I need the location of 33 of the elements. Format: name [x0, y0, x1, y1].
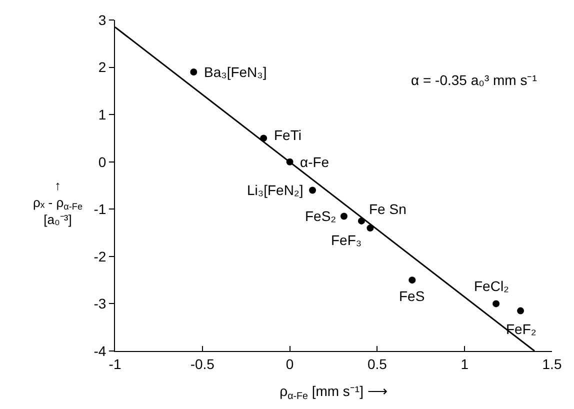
annotation: FeTi [274, 127, 302, 143]
y-tick-label: 1 [98, 106, 106, 122]
y-tick-label: -4 [94, 342, 106, 359]
y-axis-title: ↑ ρₓ - ρ$_{α-Fe}$ [a₀⁻³] [33, 178, 83, 227]
annotation: FeCl₂ [474, 278, 509, 294]
point [340, 212, 348, 220]
y-tick-label: -1 [94, 201, 106, 218]
x-tick-label: -0.5 [190, 356, 215, 372]
annotation: Li₃[FeN₂] [247, 182, 304, 198]
annotation: Ba₃[FeN₃] [204, 64, 267, 80]
point [492, 300, 500, 308]
point [517, 307, 524, 314]
annotation: α-Fe [300, 154, 330, 170]
x-tick-label: 1 [460, 356, 469, 372]
point [408, 276, 416, 284]
annotation: FeS [399, 288, 425, 304]
x-tick-label: 0.5 [367, 356, 388, 372]
annotation: FeS₂ [305, 208, 336, 224]
y-tick-label: 3 [98, 12, 106, 28]
annotation: FeF₂ [506, 321, 536, 337]
annotation: FeF₃ [331, 232, 362, 248]
point [309, 186, 316, 194]
x-axis-title: ρ$_{α-Fe}$ [mm s⁻¹] ⟶ [280, 383, 388, 402]
y-tick-label: 0 [98, 154, 106, 170]
x-tick-label: -1 [108, 356, 122, 372]
x-tick-label: 0 [286, 356, 294, 372]
annotation: Fe Sn [369, 201, 406, 217]
point [190, 68, 198, 76]
x-tick-label: 1.5 [542, 356, 562, 372]
y-tick-label: -2 [94, 248, 106, 264]
annotation: α = -0.35 a₀³ mm s⁻¹ [411, 72, 538, 88]
y-tick-label: -3 [94, 296, 106, 312]
y-tick-label: 2 [98, 59, 106, 76]
